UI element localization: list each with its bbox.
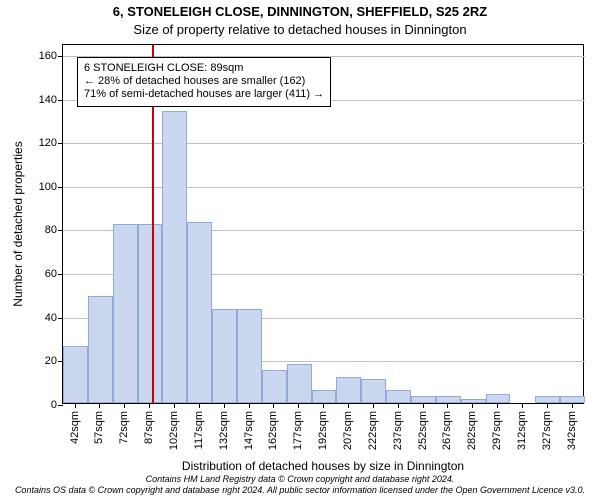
histogram-bar: [312, 390, 337, 403]
xtick-mark: [398, 403, 399, 408]
ytick-label: 20: [45, 355, 57, 367]
xtick-label: 342sqm: [566, 411, 578, 450]
xtick-mark: [423, 403, 424, 408]
annotation-line: 71% of semi-detached houses are larger (…: [84, 88, 324, 101]
gridline: [63, 187, 585, 188]
ytick-label: 80: [45, 224, 57, 236]
ytick-label: 140: [39, 94, 57, 106]
xtick-mark: [124, 403, 125, 408]
xtick-label: 252sqm: [417, 411, 429, 450]
xtick-mark: [547, 403, 548, 408]
ytick-label: 40: [45, 312, 57, 324]
ytick-mark: [58, 274, 63, 275]
xtick-mark: [224, 403, 225, 408]
xtick-label: 222sqm: [367, 411, 379, 450]
ytick-mark: [58, 230, 63, 231]
histogram-bar: [113, 224, 138, 403]
footer-line-2: Contains OS data © Crown copyright and d…: [0, 485, 600, 496]
xtick-label: 147sqm: [243, 411, 255, 450]
histogram-bar: [88, 296, 113, 403]
xtick-label: 72sqm: [118, 411, 130, 444]
y-axis-label: Number of detached properties: [11, 141, 25, 306]
annotation-box: 6 STONELEIGH CLOSE: 89sqm← 28% of detach…: [77, 57, 331, 107]
xtick-mark: [447, 403, 448, 408]
xtick-mark: [174, 403, 175, 408]
xtick-mark: [472, 403, 473, 408]
histogram-plot: 02040608010012014016042sqm57sqm72sqm87sq…: [62, 44, 584, 404]
xtick-label: 192sqm: [317, 411, 329, 450]
histogram-bar: [336, 377, 361, 403]
ytick-label: 160: [39, 50, 57, 62]
xtick-label: 327sqm: [541, 411, 553, 450]
ytick-mark: [58, 318, 63, 319]
ytick-mark: [58, 187, 63, 188]
xtick-label: 207sqm: [342, 411, 354, 450]
xtick-label: 132sqm: [218, 411, 230, 450]
xtick-mark: [373, 403, 374, 408]
ytick-label: 100: [39, 181, 57, 193]
xtick-mark: [323, 403, 324, 408]
xtick-mark: [522, 403, 523, 408]
xtick-label: 267sqm: [441, 411, 453, 450]
gridline: [63, 143, 585, 144]
ytick-label: 0: [51, 399, 57, 411]
footer: Contains HM Land Registry data © Crown c…: [0, 474, 600, 496]
ytick-mark: [58, 143, 63, 144]
x-axis-label: Distribution of detached houses by size …: [63, 459, 583, 473]
xtick-mark: [497, 403, 498, 408]
xtick-label: 297sqm: [491, 411, 503, 450]
histogram-bar: [237, 309, 262, 403]
footer-line-1: Contains HM Land Registry data © Crown c…: [0, 474, 600, 485]
xtick-mark: [249, 403, 250, 408]
histogram-bar: [361, 379, 386, 403]
annotation-line: 6 STONELEIGH CLOSE: 89sqm: [84, 62, 324, 75]
xtick-mark: [273, 403, 274, 408]
ytick-mark: [58, 405, 63, 406]
title-line-2: Size of property relative to detached ho…: [0, 22, 600, 37]
histogram-bar: [287, 364, 312, 403]
xtick-label: 177sqm: [292, 411, 304, 450]
histogram-bar: [162, 111, 187, 403]
xtick-label: 87sqm: [143, 411, 155, 444]
xtick-label: 57sqm: [93, 411, 105, 444]
xtick-mark: [298, 403, 299, 408]
xtick-mark: [99, 403, 100, 408]
xtick-mark: [572, 403, 573, 408]
ytick-mark: [58, 100, 63, 101]
xtick-mark: [199, 403, 200, 408]
histogram-bar: [386, 390, 411, 403]
xtick-mark: [75, 403, 76, 408]
histogram-bar: [212, 309, 237, 403]
ytick-label: 120: [39, 137, 57, 149]
xtick-label: 42sqm: [69, 411, 81, 444]
xtick-label: 237sqm: [392, 411, 404, 450]
xtick-label: 117sqm: [193, 411, 205, 449]
ytick-label: 60: [45, 268, 57, 280]
xtick-label: 102sqm: [168, 411, 180, 450]
xtick-mark: [149, 403, 150, 408]
histogram-bar: [138, 224, 163, 403]
xtick-mark: [348, 403, 349, 408]
title-line-1: 6, STONELEIGH CLOSE, DINNINGTON, SHEFFIE…: [0, 4, 600, 19]
xtick-label: 282sqm: [466, 411, 478, 450]
histogram-bar: [262, 370, 287, 403]
xtick-label: 312sqm: [516, 411, 528, 450]
histogram-bar: [63, 346, 88, 403]
annotation-line: ← 28% of detached houses are smaller (16…: [84, 75, 324, 88]
xtick-label: 162sqm: [267, 411, 279, 450]
histogram-bar: [486, 394, 511, 403]
ytick-mark: [58, 56, 63, 57]
histogram-bar: [187, 222, 212, 403]
